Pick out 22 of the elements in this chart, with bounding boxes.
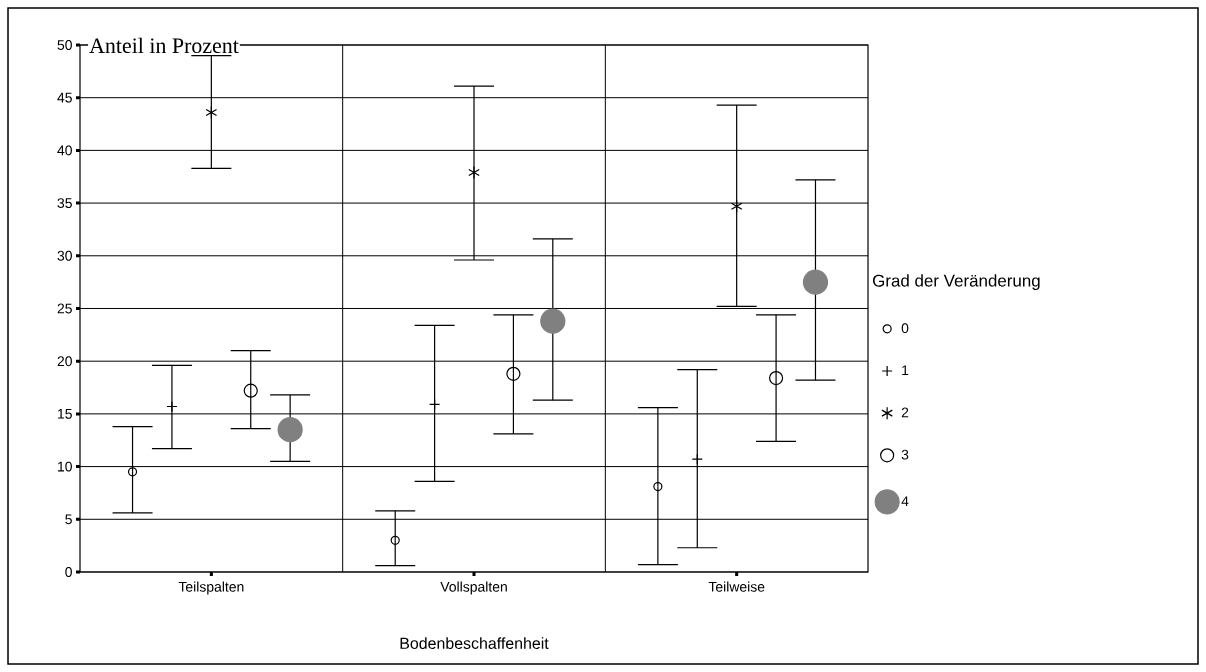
- y-tick-label: 25: [57, 303, 72, 314]
- y-tick-label: 30: [57, 250, 72, 261]
- y-tick-label: 15: [58, 409, 72, 419]
- x-axis-title: Bodenbeschaffenheit: [400, 637, 549, 649]
- legend-label: 4: [901, 496, 909, 506]
- y-tick-label: 40: [57, 145, 72, 156]
- legend-title: Grad der Veränderung: [873, 274, 1040, 291]
- y-tick-label: 45: [57, 92, 72, 103]
- y-tick-label: 20: [57, 356, 72, 367]
- x-tick-label: Teilspalten: [178, 581, 244, 595]
- y-tick-label: 5: [65, 514, 72, 525]
- legend-label: 0: [901, 323, 909, 334]
- x-tick-label: Vollspalten: [440, 581, 507, 595]
- legend-label: 3: [901, 449, 909, 460]
- y-axis-title: Anteil in Prozent: [89, 37, 239, 54]
- x-tick-label: Teilweise: [708, 581, 765, 592]
- y-tick-label: 50: [57, 40, 72, 50]
- y-tick-label: 35: [57, 198, 72, 209]
- y-tick-label: 10: [58, 461, 72, 472]
- y-tick-label: 0: [65, 567, 72, 577]
- legend-label: 2: [901, 407, 909, 418]
- legend-label: 1: [902, 365, 909, 376]
